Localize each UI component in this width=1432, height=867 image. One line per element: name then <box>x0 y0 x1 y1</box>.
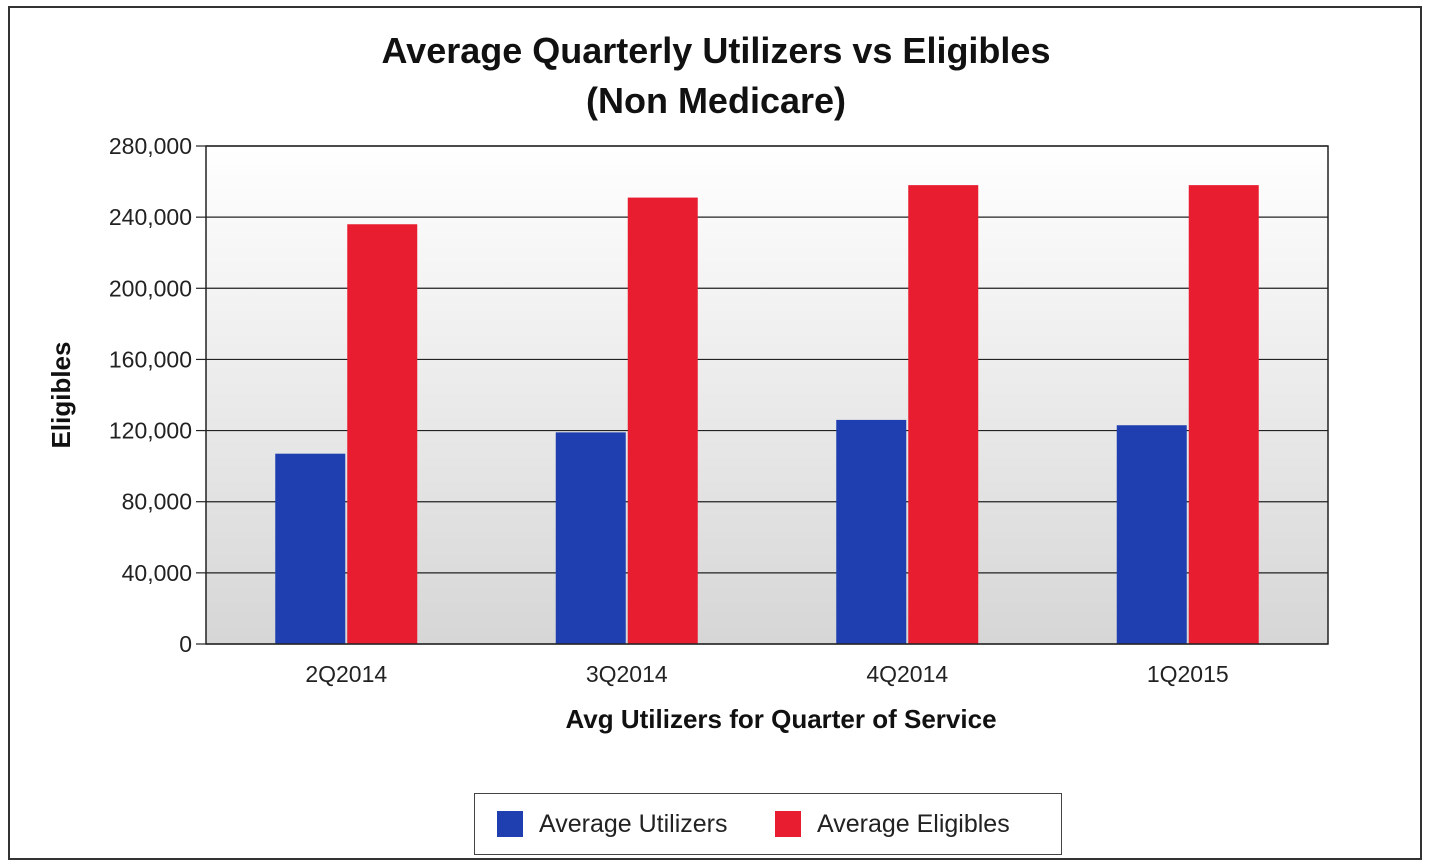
y-tick-label: 200,000 <box>109 275 192 301</box>
y-tick-label: 40,000 <box>122 560 192 586</box>
y-tick-label: 0 <box>179 631 192 657</box>
x-tick-label: 3Q2014 <box>586 661 668 687</box>
legend-label-utilizers: Average Utilizers <box>539 809 728 838</box>
bar-utilizers <box>836 419 907 644</box>
x-tick-label: 4Q2014 <box>866 661 948 687</box>
legend-item-utilizers: Average Utilizers <box>497 794 728 854</box>
bar-eligibles <box>627 197 698 645</box>
chart-subtitle: (Non Medicare) <box>585 80 847 121</box>
x-tick-label: 2Q2014 <box>305 661 387 687</box>
bar-utilizers <box>1116 425 1187 644</box>
x-axis-label: Avg Utilizers for Quarter of Service <box>565 704 996 734</box>
chart-legend: Average Utilizers Average Eligibles <box>474 793 1062 855</box>
legend-label-eligibles: Average Eligibles <box>817 809 1010 838</box>
y-tick-label: 120,000 <box>109 418 192 444</box>
chart-title: Average Quarterly Utilizers vs Eligibles <box>381 30 1051 71</box>
y-axis-label: Eligibles <box>46 342 76 449</box>
y-tick-label: 160,000 <box>109 346 192 372</box>
bar-eligibles <box>1188 185 1259 644</box>
legend-swatch-utilizers <box>497 811 523 837</box>
bar-eligibles <box>908 185 979 644</box>
bar-utilizers <box>555 432 626 644</box>
plot-border <box>205 145 1329 645</box>
y-tick-label: 240,000 <box>109 204 192 230</box>
legend-item-eligibles: Average Eligibles <box>775 794 1010 854</box>
bar-utilizers <box>275 453 346 644</box>
x-tick-label: 1Q2015 <box>1147 661 1229 687</box>
legend-swatch-eligibles <box>775 811 801 837</box>
y-tick-label: 80,000 <box>122 489 192 515</box>
y-tick-label: 280,000 <box>109 133 192 159</box>
bar-eligibles <box>347 224 418 644</box>
